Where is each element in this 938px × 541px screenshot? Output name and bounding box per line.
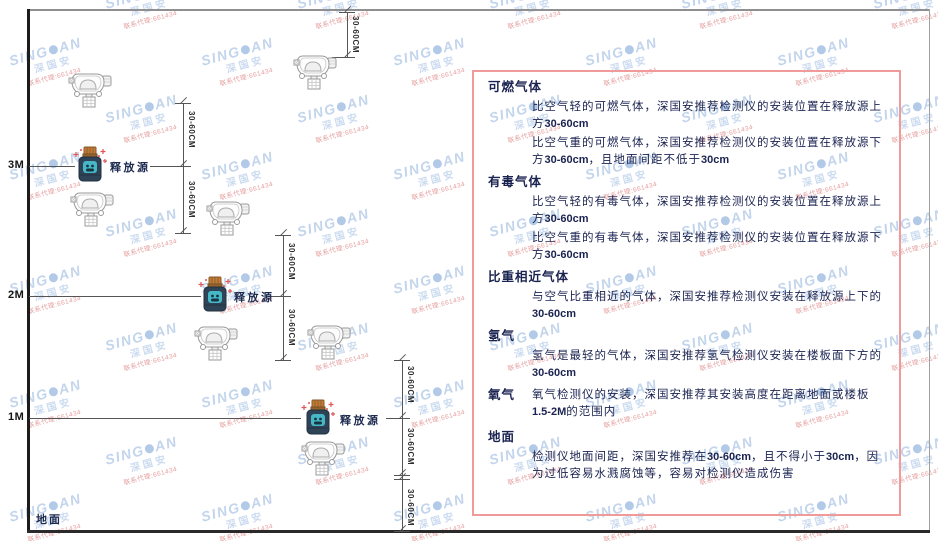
panel-section: 氧气 氧气检测仪的安装，深国安推荐其安装高度在距离地面或楼板1.5-2M的范围内 xyxy=(488,387,885,423)
dim-tick xyxy=(394,418,410,419)
panel-section-heading: 比重相近气体 xyxy=(488,270,570,284)
panel-paragraph: 氧气检测仪的安装，深国安推荐其安装高度在距离地面或楼板1.5-2M的范围内 xyxy=(532,389,870,418)
left-wall-line xyxy=(27,9,30,533)
release-source-icon xyxy=(300,399,336,437)
panel-paragraph: 检测仪地面间距，深国安推荐在30-60cm，且不得小于30cm，因为过低容易水溅… xyxy=(532,451,880,480)
panel-section-body: 比空气轻的有毒气体，深国安推荐检测仪的安装位置在释放源上方30-60cm 比空气重… xyxy=(488,194,885,263)
gas-detector-icon xyxy=(300,440,346,476)
panel-sections: 可燃气体 比空气轻的可燃气体，深国安推荐检测仪的安装位置在释放源上方30-60c… xyxy=(488,79,885,482)
panel-section-heading: 可燃气体 xyxy=(488,80,543,94)
ceiling-line xyxy=(27,9,930,11)
panel-section-body: 检测仪地面间距，深国安推荐在30-60cm，且不得小于30cm，因为过低容易水溅… xyxy=(488,449,885,482)
level-line-1m xyxy=(29,418,301,419)
right-wall-line xyxy=(929,9,930,530)
gas-detector-icon xyxy=(67,72,113,108)
level-label-1m: 1M xyxy=(8,411,25,423)
ground-line xyxy=(27,530,930,533)
panel-section-heading: 氧气 xyxy=(488,388,516,402)
dim-line-2m xyxy=(283,235,284,360)
dim-line-3m xyxy=(183,103,184,233)
panel-section: 有毒气体 比空气轻的有毒气体，深国安推荐检测仪的安装位置在释放源上方30-60c… xyxy=(488,174,885,263)
release-source-label: 释放源 xyxy=(340,415,381,427)
panel-section-heading: 有毒气体 xyxy=(488,175,543,189)
dim-label-1m-below: 30-60CM xyxy=(406,428,415,466)
panel-paragraph: 比空气重的可燃气体，深国安推荐检测仪的安装位置在释放源下方30-60cm，且地面… xyxy=(532,137,882,166)
panel-section-heading: 地面 xyxy=(488,430,516,444)
level-line-3m xyxy=(29,166,75,167)
level-line-2m xyxy=(29,296,201,297)
panel-section-body: 与空气比重相近的气体，深国安推荐检测仪安装在释放源上下的30-60cm xyxy=(488,289,885,322)
info-panel: 可燃气体 比空气轻的可燃气体，深国安推荐检测仪的安装位置在释放源上方30-60c… xyxy=(472,70,901,516)
dim-label-2m-above: 30-60CM xyxy=(287,243,296,281)
gas-detector-icon xyxy=(306,324,352,360)
gas-detector-icon xyxy=(292,54,338,90)
dim-line-1m xyxy=(402,360,403,531)
dim-tick xyxy=(339,12,355,13)
panel-section-body: 比空气轻的可燃气体，深国安推荐检测仪的安装位置在释放源上方30-60cm 比空气重… xyxy=(488,99,885,168)
release-source-icon xyxy=(72,146,108,184)
release-source-label: 释放源 xyxy=(110,162,151,174)
dim-line-ceiling xyxy=(347,12,348,57)
panel-section: 地面 检测仪地面间距，深国安推荐在30-60cm，且不得小于30cm，因为过低容… xyxy=(488,429,885,482)
gas-detector-icon xyxy=(205,200,251,236)
panel-paragraph: 与空气比重相近的气体，深国安推荐检测仪安装在释放源上下的30-60cm xyxy=(532,291,882,320)
dim-tick xyxy=(394,479,410,480)
panel-section: 比重相近气体 与空气比重相近的气体，深国安推荐检测仪安装在释放源上下的30-60… xyxy=(488,269,885,322)
dim-label-3m-above: 30-60CM xyxy=(187,111,196,149)
panel-paragraph: 氢气是最轻的气体，深国安推荐氢气检测仪安装在楼板面下方的30-60cm xyxy=(532,350,882,379)
dim-label-1m-above: 30-60CM xyxy=(406,366,415,404)
panel-section-body: 氢气是最轻的气体，深国安推荐氢气检测仪安装在楼板面下方的30-60cm xyxy=(488,348,885,381)
panel-section-body: 氧气检测仪的安装，深国安推荐其安装高度在距离地面或楼板1.5-2M的范围内 xyxy=(532,387,885,423)
release-source-icon xyxy=(197,276,233,314)
dim-tick xyxy=(175,103,191,104)
panel-paragraph: 比空气重的有毒气体，深国安推荐检测仪的安装位置在释放源下方30-60cm xyxy=(532,232,882,261)
dim-label-2m-below: 30-60CM xyxy=(287,309,296,347)
panel-section: 氢气 氢气是最轻的气体，深国安推荐氢气检测仪安装在楼板面下方的30-60cm xyxy=(488,328,885,381)
dim-tick xyxy=(394,360,410,361)
panel-paragraph: 比空气轻的有毒气体，深国安推荐检测仪的安装位置在释放源上方30-60cm xyxy=(532,196,882,225)
dim-label-ground-gap: 30-60CM xyxy=(406,489,415,527)
panel-section-heading: 氢气 xyxy=(488,329,516,343)
dim-label-3m-below: 30-60CM xyxy=(187,181,196,219)
dim-tick xyxy=(175,233,191,234)
dim-label-ceiling: 30-60CM xyxy=(351,16,360,54)
gas-detector-icon xyxy=(193,325,239,361)
dim-tick xyxy=(175,166,191,167)
panel-paragraph: 比空气轻的可燃气体，深国安推荐检测仪的安装位置在释放源上方30-60cm xyxy=(532,101,882,130)
level-line-3m-leader xyxy=(150,166,183,167)
dim-tick xyxy=(275,296,291,297)
level-label-3m: 3M xyxy=(8,159,25,171)
dim-tick xyxy=(339,57,355,58)
level-label-2m: 2M xyxy=(8,289,25,301)
panel-section: 可燃气体 比空气轻的可燃气体，深国安推荐检测仪的安装位置在释放源上方30-60c… xyxy=(488,79,885,168)
dim-tick xyxy=(394,531,410,532)
ground-label: 地面 xyxy=(36,514,62,526)
gas-detector-icon xyxy=(69,191,115,227)
release-source-label: 释放源 xyxy=(234,292,275,304)
dim-tick xyxy=(275,360,291,361)
dim-tick xyxy=(275,235,291,236)
